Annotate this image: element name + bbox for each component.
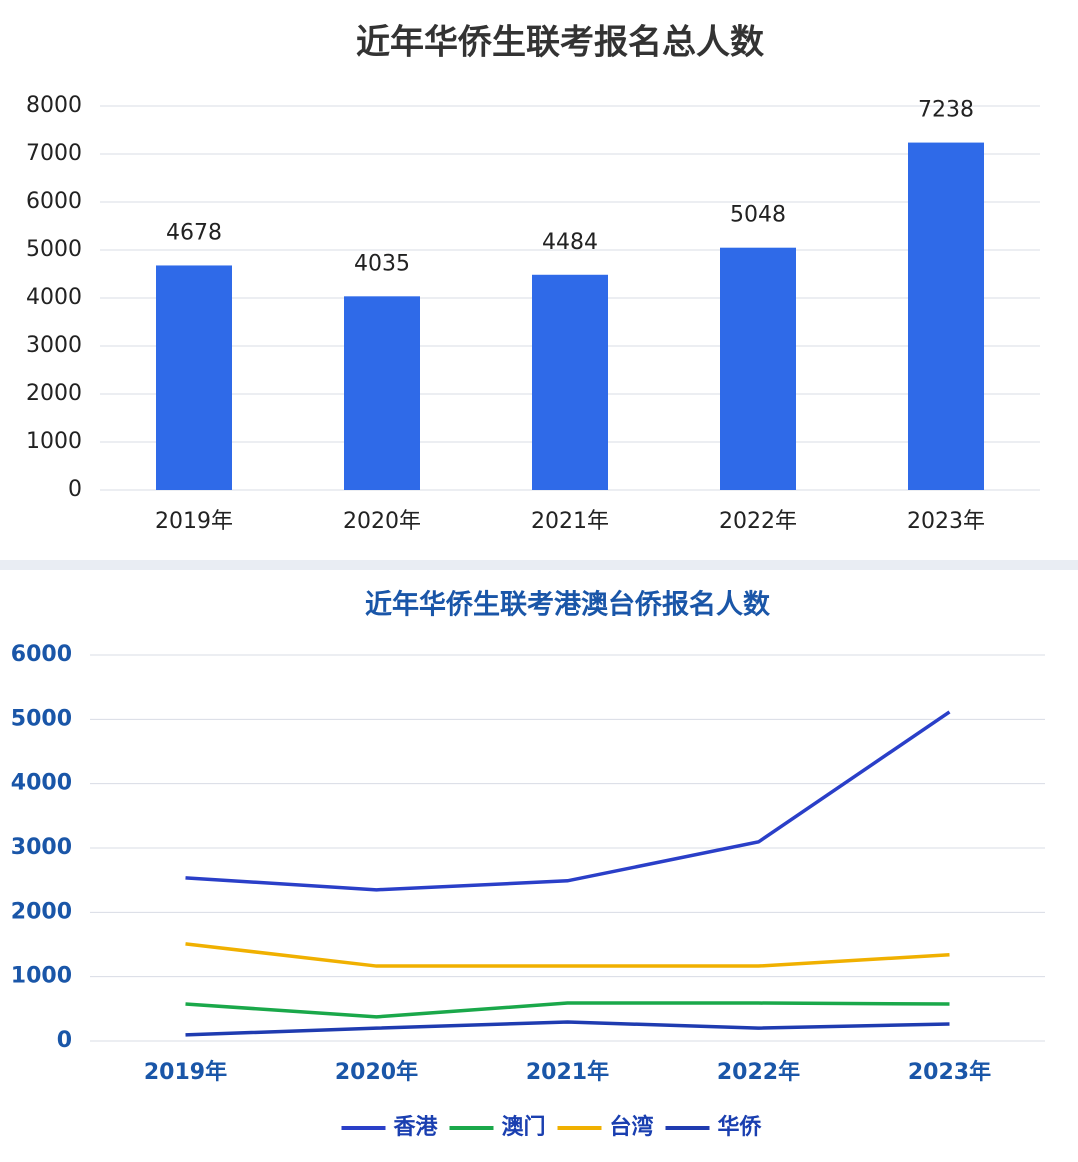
data-label: 4678 xyxy=(166,220,222,245)
y-tick-label: 2000 xyxy=(26,381,82,406)
line xyxy=(185,1020,950,1037)
x-tick-label: 2022年 xyxy=(717,1059,800,1085)
chart-title: 近年华侨生联考报名总人数 xyxy=(356,23,764,63)
x-tick-label: 2023年 xyxy=(907,509,985,534)
y-tick-label: 4000 xyxy=(26,285,82,310)
line xyxy=(185,710,951,892)
y-tick-label: 6000 xyxy=(26,189,82,214)
y-tick-label: 2000 xyxy=(11,899,72,924)
bar xyxy=(156,265,232,490)
y-tick-label: 3000 xyxy=(26,333,82,358)
bar xyxy=(344,296,420,490)
y-tick-label: 0 xyxy=(68,477,82,502)
y-tick-label: 1000 xyxy=(11,964,72,989)
bar-chart: 近年华侨生联考报名总人数 0 1000 2000 3000 4000 5000 6000 700… xyxy=(0,0,1078,560)
x-tick-label: 2019年 xyxy=(144,1059,227,1085)
bar xyxy=(532,274,608,490)
legend-label: 澳门 xyxy=(502,1114,546,1140)
line xyxy=(185,1001,950,1019)
data-label: 4484 xyxy=(542,230,598,255)
bar xyxy=(908,142,984,491)
line xyxy=(185,942,950,968)
legend-label: 台湾 xyxy=(610,1114,654,1140)
legend-label: 华侨 xyxy=(718,1114,763,1140)
y-tick-label: 8000 xyxy=(26,93,82,118)
x-tick-label: 2023年 xyxy=(908,1059,991,1085)
line-chart: 近年华侨生联考港澳台侨报名人数 0 1000 2000 3000 4000 5000 6000… xyxy=(0,570,1078,1162)
x-tick-label: 2021年 xyxy=(526,1059,609,1085)
data-label: 4035 xyxy=(354,251,410,276)
y-tick-label: 3000 xyxy=(11,835,72,860)
x-tick-label: 2019年 xyxy=(155,509,233,534)
y-tick-label: 7000 xyxy=(26,141,82,166)
y-tick-label: 4000 xyxy=(11,771,72,796)
y-tick-label: 0 xyxy=(57,1028,72,1053)
legend-label: 香港 xyxy=(394,1115,439,1140)
y-tick-label: 1000 xyxy=(26,429,82,454)
x-tick-label: 2020年 xyxy=(343,509,421,534)
x-tick-label: 2021年 xyxy=(531,509,609,534)
x-tick-label: 2022年 xyxy=(719,509,797,534)
bar xyxy=(720,247,796,490)
y-tick-label: 5000 xyxy=(26,237,82,262)
chart-title: 近年华侨生联考港澳台侨报名人数 xyxy=(365,589,771,621)
data-label: 7238 xyxy=(918,98,974,123)
data-label: 5048 xyxy=(730,203,786,228)
y-tick-label: 6000 xyxy=(11,642,72,667)
y-tick-label: 5000 xyxy=(11,706,72,731)
x-tick-label: 2020年 xyxy=(335,1059,418,1085)
